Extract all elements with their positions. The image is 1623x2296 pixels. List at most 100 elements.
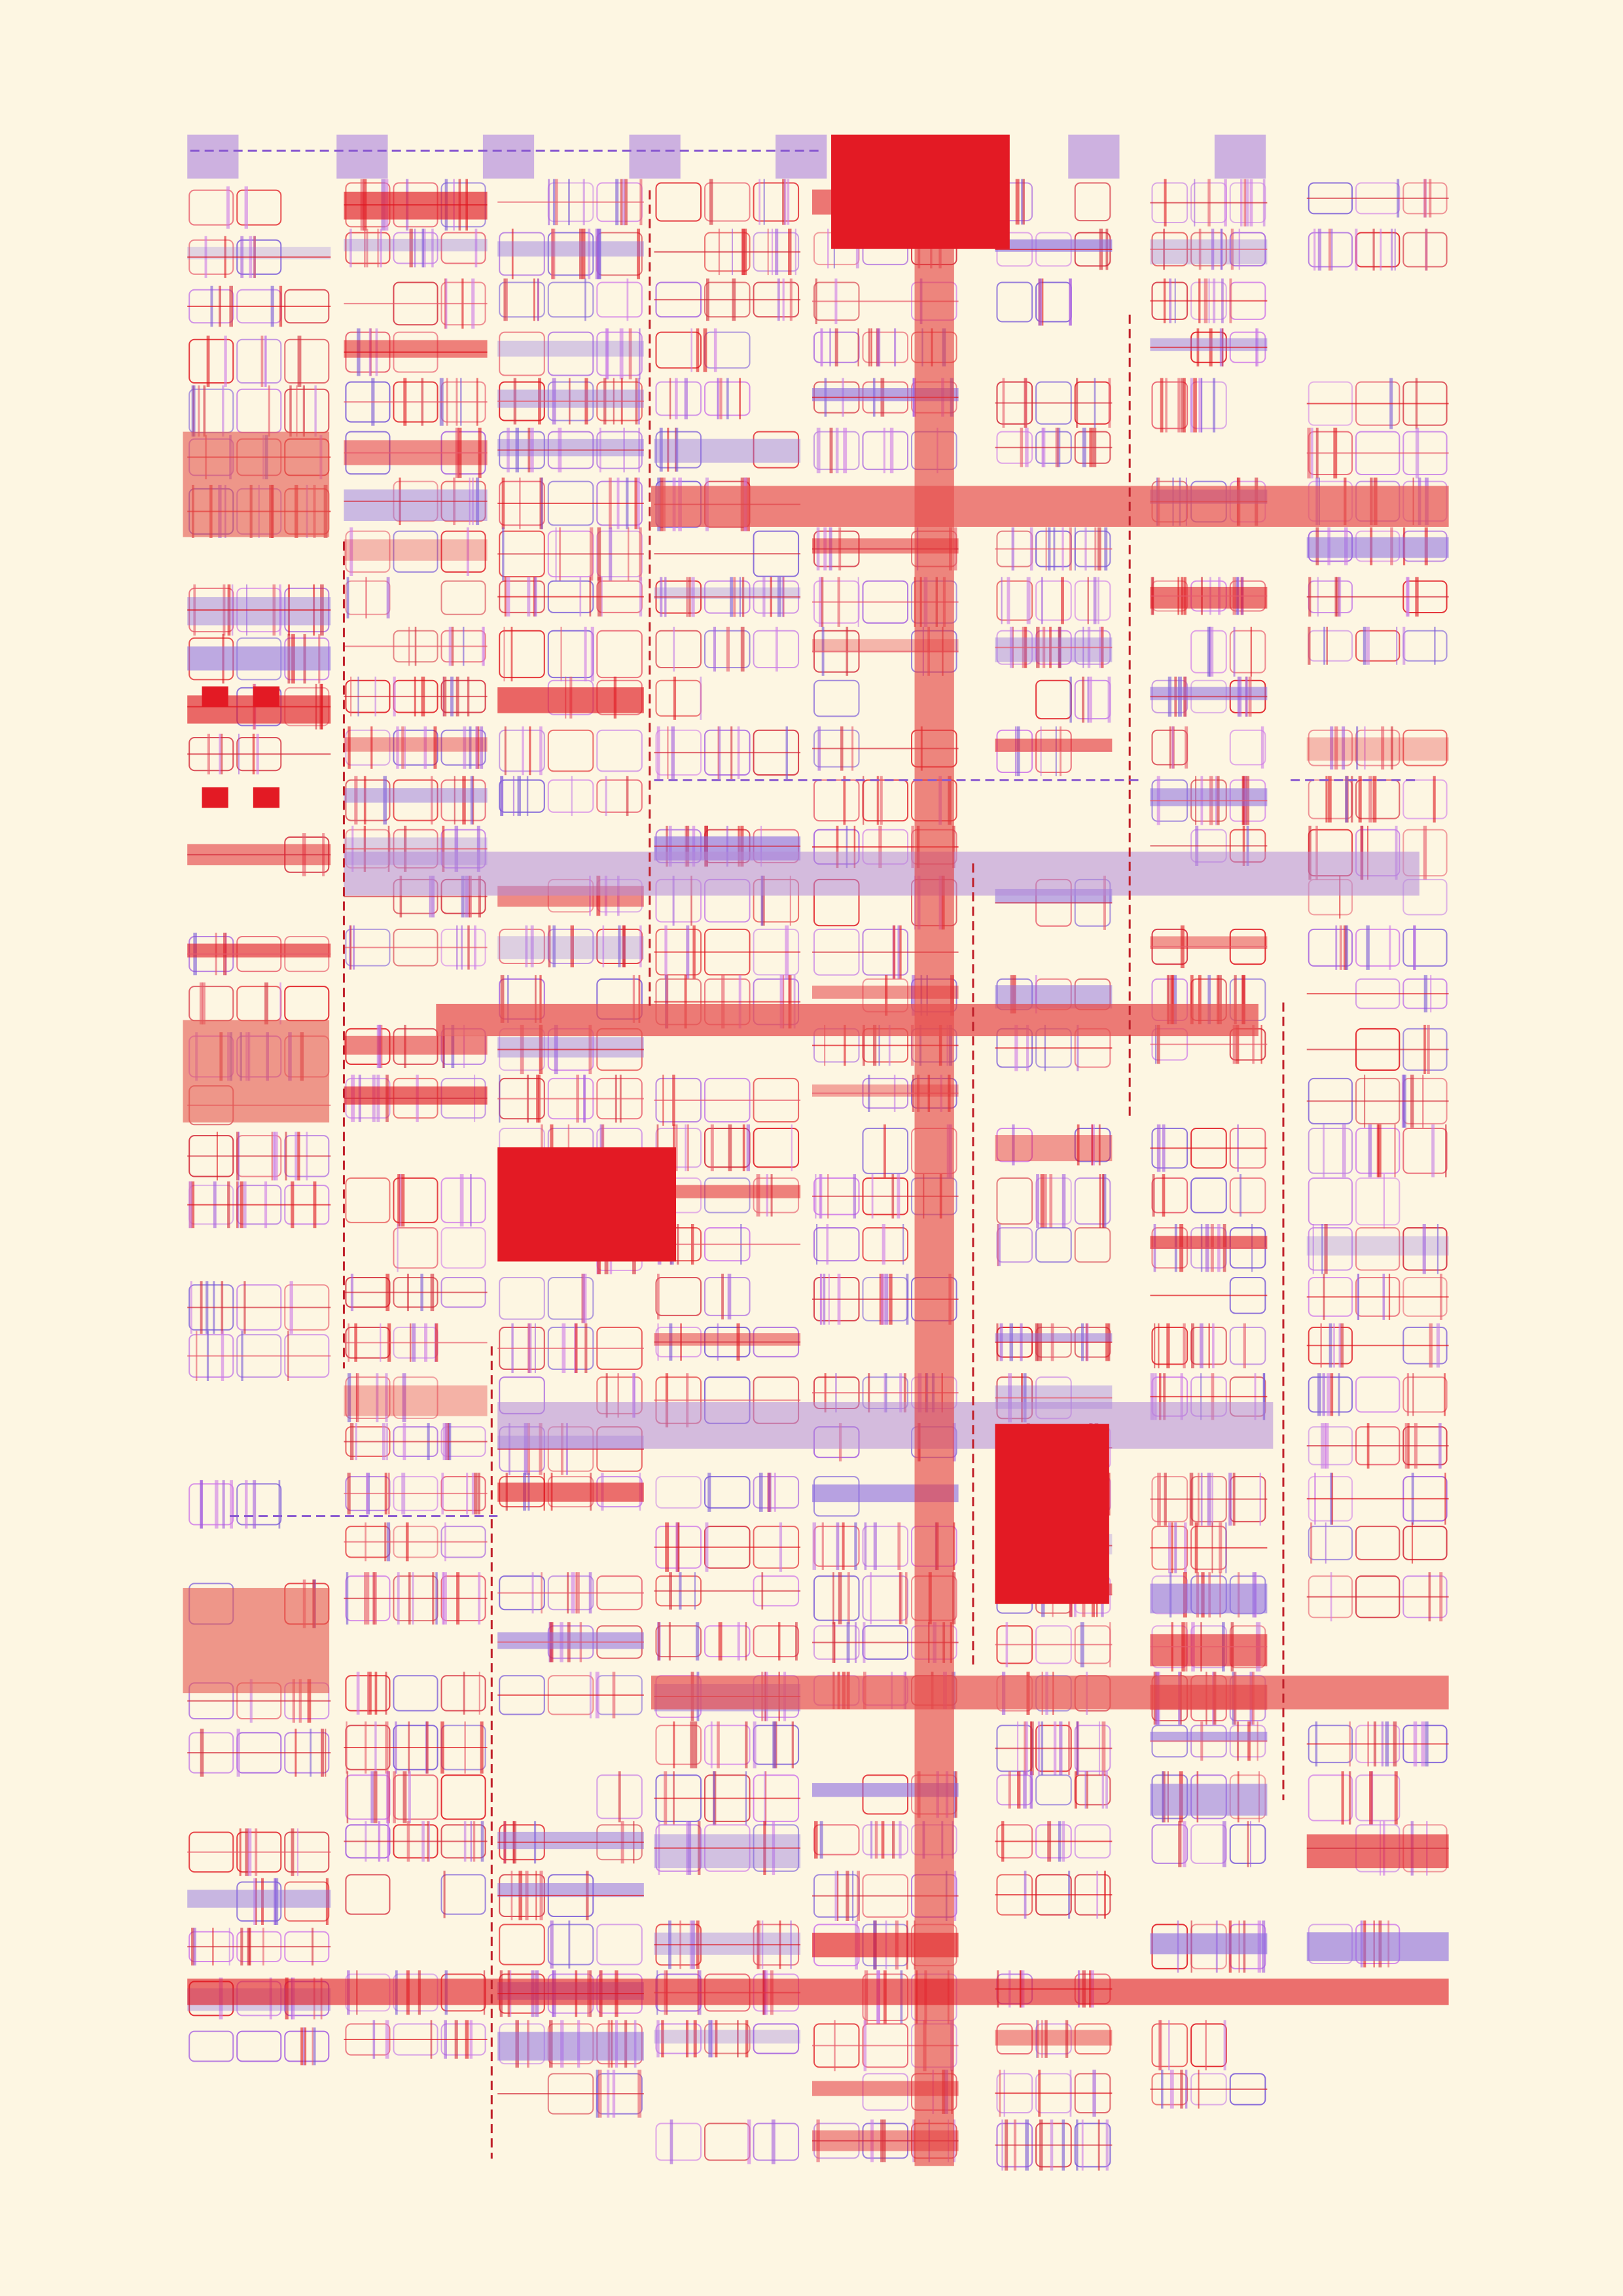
cell-band [654, 2030, 801, 2044]
cell-frame [499, 331, 545, 376]
cell-frame [236, 1483, 282, 1526]
cell-band [497, 1037, 644, 1058]
cell-frame [596, 281, 643, 318]
cell-frame [284, 338, 330, 384]
cell-frame [188, 2030, 234, 2062]
cell-frame [655, 1725, 702, 1765]
cell-frame [996, 281, 1033, 323]
cell-frame [753, 1127, 800, 1168]
cell-band [995, 1333, 1113, 1343]
cell-band [1150, 687, 1268, 700]
cell-frame [1151, 1177, 1188, 1213]
red-band [651, 1676, 1449, 1710]
cell-frame [393, 729, 438, 766]
cell-frame [1074, 182, 1111, 222]
cell-frame [596, 1924, 643, 1965]
cell-frame [236, 1881, 282, 1922]
red-dot [202, 686, 228, 707]
cell-band [1150, 1634, 1268, 1666]
cell-frame [345, 1874, 391, 1915]
cell-band [1150, 1933, 1268, 1954]
cell-frame [1308, 1774, 1353, 1821]
cell-frame [704, 182, 751, 222]
purple-square [1214, 134, 1266, 179]
cell-band [1306, 737, 1449, 761]
cell-frame [499, 928, 545, 964]
cell-band [654, 1333, 801, 1346]
cell-frame [655, 2123, 702, 2161]
cell-frame [596, 630, 643, 679]
cell-band [1306, 537, 1449, 558]
cell-frame [1402, 729, 1448, 766]
cell-band [497, 936, 644, 960]
cell-band [344, 340, 488, 358]
cell-band [497, 340, 644, 357]
cell-band [1306, 1834, 1449, 1869]
cell-frame [393, 1227, 438, 1269]
cell-frame [1402, 928, 1448, 967]
cell-frame [440, 1774, 486, 1820]
salmon-box [183, 1588, 330, 1694]
cell-frame [345, 1177, 391, 1223]
cell-frame [1355, 928, 1400, 967]
cell-frame [499, 779, 545, 813]
cell-frame [1190, 2023, 1227, 2068]
cell-frame [1402, 1127, 1448, 1174]
cell-frame [1074, 1227, 1111, 1263]
cell-frame [440, 530, 486, 573]
cell-frame [655, 630, 702, 668]
cell-frame [547, 281, 594, 318]
purple-square [336, 134, 388, 179]
cell-frame [547, 1924, 594, 1965]
cell-frame [1402, 1376, 1448, 1413]
cell-frame [655, 1625, 702, 1658]
cell-frame [547, 331, 594, 376]
cell-frame [1229, 1327, 1266, 1365]
red-band [187, 1979, 1449, 2005]
cell-band [344, 191, 488, 220]
cell-frame [596, 331, 643, 376]
cell-frame [393, 1675, 438, 1712]
cell-frame [1035, 580, 1072, 621]
cell-band [1150, 788, 1268, 806]
cell-frame [440, 232, 486, 264]
cell-band [1150, 936, 1268, 950]
cell-band [1150, 1784, 1268, 1816]
purple-square [776, 134, 827, 179]
cell-frame [862, 1526, 909, 1567]
salmon-box [183, 431, 330, 537]
cell-frame [345, 729, 391, 766]
cell-band [654, 1185, 801, 1198]
cell-frame [753, 2123, 800, 2161]
cell-frame [704, 1625, 751, 1658]
cell-band [1306, 1932, 1449, 1962]
cell-band [1150, 1583, 1268, 1614]
cell-frame [1402, 1526, 1448, 1560]
cell-frame [704, 2023, 751, 2054]
cell-frame [704, 1277, 751, 1316]
overlay-shapes [183, 134, 1449, 2166]
cell-frame [813, 1575, 860, 1621]
cell-band [344, 1385, 488, 1416]
cell-frame [862, 1824, 909, 1856]
cell-frame [1308, 1227, 1353, 1271]
cell-band [344, 489, 488, 522]
cell-band [497, 687, 644, 713]
cell-frame [1229, 630, 1266, 673]
cell-frame [996, 2023, 1033, 2054]
cell-band [654, 1834, 801, 1869]
cell-frame [499, 232, 545, 276]
cell-band [497, 2032, 644, 2061]
cell-frame [862, 1575, 909, 1621]
cell-band [497, 241, 644, 257]
cell-frame [862, 2073, 909, 2111]
cell-frame [393, 779, 438, 821]
cell-band [497, 389, 644, 408]
cell-band [497, 1831, 644, 1850]
cell-frame [1308, 928, 1353, 967]
cell-band [995, 2030, 1113, 2046]
cell-frame [499, 630, 545, 679]
cell-frame [440, 1227, 486, 1269]
